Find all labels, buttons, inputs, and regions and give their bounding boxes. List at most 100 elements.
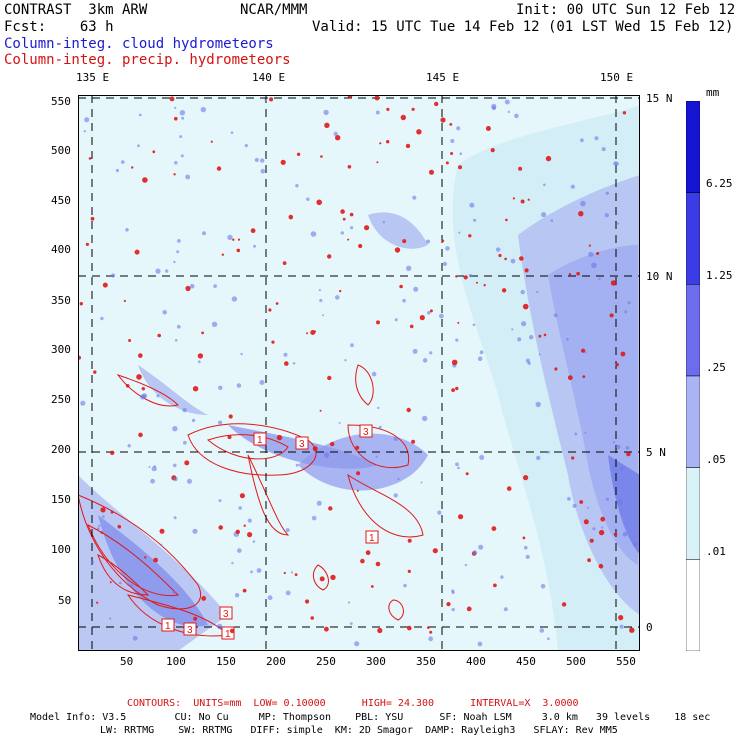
precip-cell	[407, 569, 411, 573]
precip-cell	[306, 332, 308, 335]
cloud-cell	[612, 441, 616, 444]
precip-cell	[128, 339, 132, 342]
precip-cell	[504, 257, 507, 261]
cloud-cell	[543, 183, 546, 187]
cloud-cell	[550, 219, 554, 222]
x-label: 400	[466, 655, 486, 668]
precip-cell	[342, 217, 346, 221]
contour-box-label: 1	[369, 533, 375, 544]
precip-cell	[407, 538, 412, 543]
precip-cell	[441, 239, 445, 243]
cloud-cell	[306, 197, 310, 201]
contour-box-label: 1	[225, 629, 231, 640]
precip-cell	[355, 445, 360, 450]
precip-cell	[237, 238, 241, 241]
colorbar-band	[686, 101, 700, 193]
cloud-cell	[191, 418, 196, 423]
cloud-cell	[344, 359, 347, 362]
cloud-cell	[428, 636, 434, 642]
cloud-cell	[173, 476, 178, 482]
precip-cell	[581, 348, 586, 353]
cloud-cell	[510, 258, 516, 264]
cloud-cell	[473, 218, 477, 222]
cloud-cell	[429, 351, 433, 355]
precip-cell	[239, 493, 245, 499]
cloud-cell	[458, 231, 461, 234]
precip-cell	[512, 197, 515, 200]
precip-cell	[451, 388, 455, 392]
cloud-cell	[174, 161, 178, 165]
cloud-cell	[455, 462, 459, 467]
cloud-cell	[580, 200, 586, 207]
cloud-cell	[256, 568, 262, 573]
precip-cell	[173, 173, 176, 176]
precip-cell	[571, 456, 575, 460]
field-cloud-title: Column-integ. cloud hydrometeors	[4, 36, 274, 52]
precip-cell	[476, 281, 478, 284]
precip-cell	[276, 434, 283, 441]
contour-box-label: 3	[223, 609, 229, 620]
cloud-cell	[132, 635, 138, 641]
x-label: 200	[266, 655, 286, 668]
cloud-cell	[521, 321, 527, 327]
y-label: 200	[51, 443, 71, 456]
precip-cell	[250, 228, 256, 234]
cloud-cell	[594, 136, 599, 141]
cloud-cell	[500, 575, 504, 579]
cloud-cell	[538, 353, 541, 356]
precip-cell	[379, 142, 382, 145]
cloud-cell	[218, 420, 223, 425]
cloud-cell	[264, 98, 267, 101]
precip-cell	[411, 107, 415, 111]
cloud-cell	[115, 168, 119, 173]
cloud-cell	[586, 506, 589, 509]
cloud-cell	[371, 371, 377, 377]
cloud-cell	[183, 440, 187, 445]
precip-cell	[519, 256, 524, 261]
precip-cell	[192, 386, 199, 392]
cloud-cell	[316, 500, 322, 506]
cloud-cell	[491, 105, 497, 111]
precip-cell	[506, 486, 512, 491]
precip-cell	[271, 340, 275, 344]
precip-cell	[613, 532, 618, 537]
precip-cell	[501, 288, 507, 293]
cloud-cell	[290, 571, 294, 574]
precip-cell	[429, 169, 434, 175]
precip-cell	[324, 626, 329, 632]
cloud-cell	[632, 541, 638, 547]
cloud-cell	[230, 131, 234, 134]
precip-cell	[320, 155, 323, 158]
lat-label: 5 N	[646, 446, 666, 459]
precip-cell	[455, 386, 459, 391]
precip-cell	[429, 309, 433, 313]
cloud-cell	[118, 581, 122, 585]
precip-cell	[596, 252, 600, 255]
cloud-cell	[393, 493, 398, 498]
precip-cell	[434, 101, 439, 107]
cloud-cell	[218, 499, 222, 503]
precip-cell	[288, 214, 294, 220]
cloud-cell	[189, 283, 195, 289]
colorbar-label: 6.25	[706, 177, 733, 190]
cloud-cell	[620, 466, 624, 471]
lat-label: 10 N	[646, 270, 673, 283]
cloud-cell	[601, 147, 606, 152]
cloud-cell	[148, 466, 151, 468]
cloud-cell	[627, 301, 631, 305]
precip-cell	[110, 450, 115, 455]
cloud-cell	[450, 139, 455, 143]
precip-cell	[409, 324, 414, 329]
cloud-cell	[350, 343, 354, 348]
cloud-cell	[539, 628, 545, 633]
contour-value-boxes: 1 3 3 1 1 3 3 1	[161, 424, 379, 640]
contour-info: CONTOURS: UNITS=mm LOW= 0.10000 HIGH= 24…	[127, 698, 579, 709]
precip-cell	[235, 529, 240, 534]
precip-cell	[283, 571, 286, 575]
precip-cell	[328, 506, 333, 511]
cloud-cell	[200, 106, 206, 113]
lon-label: 135 E	[76, 71, 110, 84]
cloud-cell	[338, 421, 341, 424]
cloud-cell	[333, 131, 338, 136]
precip-cell	[330, 441, 335, 447]
